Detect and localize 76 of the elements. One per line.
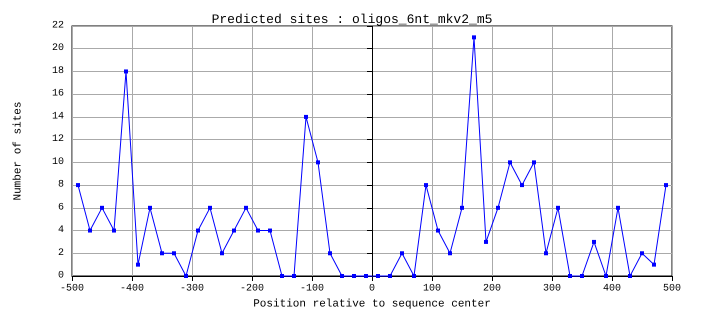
x-tick-label: -300 bbox=[180, 284, 204, 294]
x-tick-label: -100 bbox=[300, 284, 324, 294]
x-tick-label: 300 bbox=[542, 284, 562, 294]
point bbox=[244, 206, 248, 210]
point bbox=[376, 274, 380, 278]
point bbox=[556, 206, 560, 210]
point bbox=[424, 183, 428, 188]
point bbox=[316, 160, 320, 164]
point bbox=[364, 274, 368, 278]
point bbox=[76, 183, 80, 188]
point bbox=[196, 228, 200, 233]
point bbox=[664, 183, 668, 188]
y-tick-label: 12 bbox=[52, 134, 64, 146]
point bbox=[412, 274, 416, 278]
point bbox=[604, 274, 608, 278]
point bbox=[580, 274, 584, 278]
x-tick-label: 400 bbox=[602, 284, 622, 294]
y-tick-label: 2 bbox=[58, 248, 64, 259]
point bbox=[640, 251, 644, 256]
point bbox=[520, 183, 524, 188]
point bbox=[400, 251, 404, 256]
point bbox=[436, 228, 440, 233]
point bbox=[124, 69, 128, 74]
point bbox=[160, 251, 164, 256]
point bbox=[136, 262, 140, 267]
y-tick-label: 10 bbox=[52, 156, 64, 168]
point bbox=[208, 206, 212, 210]
point bbox=[508, 160, 512, 164]
point bbox=[292, 274, 296, 278]
y-tick-label: 8 bbox=[58, 180, 64, 191]
point bbox=[496, 206, 500, 210]
point bbox=[568, 274, 572, 278]
point bbox=[340, 274, 344, 278]
x-tick-label: 200 bbox=[482, 284, 502, 294]
y-tick-label: 18 bbox=[52, 66, 64, 77]
point bbox=[232, 228, 236, 233]
point bbox=[112, 228, 116, 233]
x-tick-label: -400 bbox=[120, 284, 144, 294]
point bbox=[460, 206, 464, 210]
y-axis-title: Number of sites bbox=[12, 101, 24, 201]
point bbox=[616, 206, 620, 210]
point bbox=[388, 274, 392, 278]
point bbox=[184, 274, 188, 278]
x-tick-label: 0 bbox=[368, 284, 376, 294]
point bbox=[304, 114, 308, 119]
y-tick-label: 14 bbox=[52, 111, 64, 122]
point bbox=[448, 251, 452, 256]
point bbox=[484, 240, 488, 244]
point bbox=[148, 206, 152, 210]
point bbox=[256, 228, 260, 233]
y-tick-label: 0 bbox=[58, 270, 64, 282]
point bbox=[280, 274, 284, 278]
x-tick-label: 500 bbox=[662, 284, 682, 294]
point bbox=[532, 160, 536, 164]
point bbox=[268, 228, 272, 233]
point bbox=[592, 240, 596, 244]
x-tick-label: -500 bbox=[60, 284, 84, 294]
y-tick-label: 6 bbox=[58, 202, 64, 214]
point bbox=[628, 274, 632, 278]
point bbox=[88, 228, 92, 233]
point bbox=[100, 206, 104, 210]
point bbox=[328, 251, 332, 256]
y-tick-label: 16 bbox=[52, 88, 64, 100]
point bbox=[352, 274, 356, 278]
point bbox=[652, 262, 656, 267]
x-axis-title: Position relative to sequence center bbox=[253, 298, 491, 310]
x-tick-label: -200 bbox=[240, 284, 264, 294]
x-tick-label: 100 bbox=[422, 284, 442, 294]
point bbox=[544, 251, 548, 256]
point bbox=[172, 251, 176, 256]
y-tick-label: 22 bbox=[52, 20, 64, 32]
point bbox=[472, 35, 476, 40]
chart-title: Predicted sites : oligos_6nt_mkv2_m5 bbox=[212, 12, 492, 27]
y-tick-label: 20 bbox=[52, 43, 64, 54]
y-tick-label: 4 bbox=[58, 225, 64, 236]
point bbox=[220, 251, 224, 256]
